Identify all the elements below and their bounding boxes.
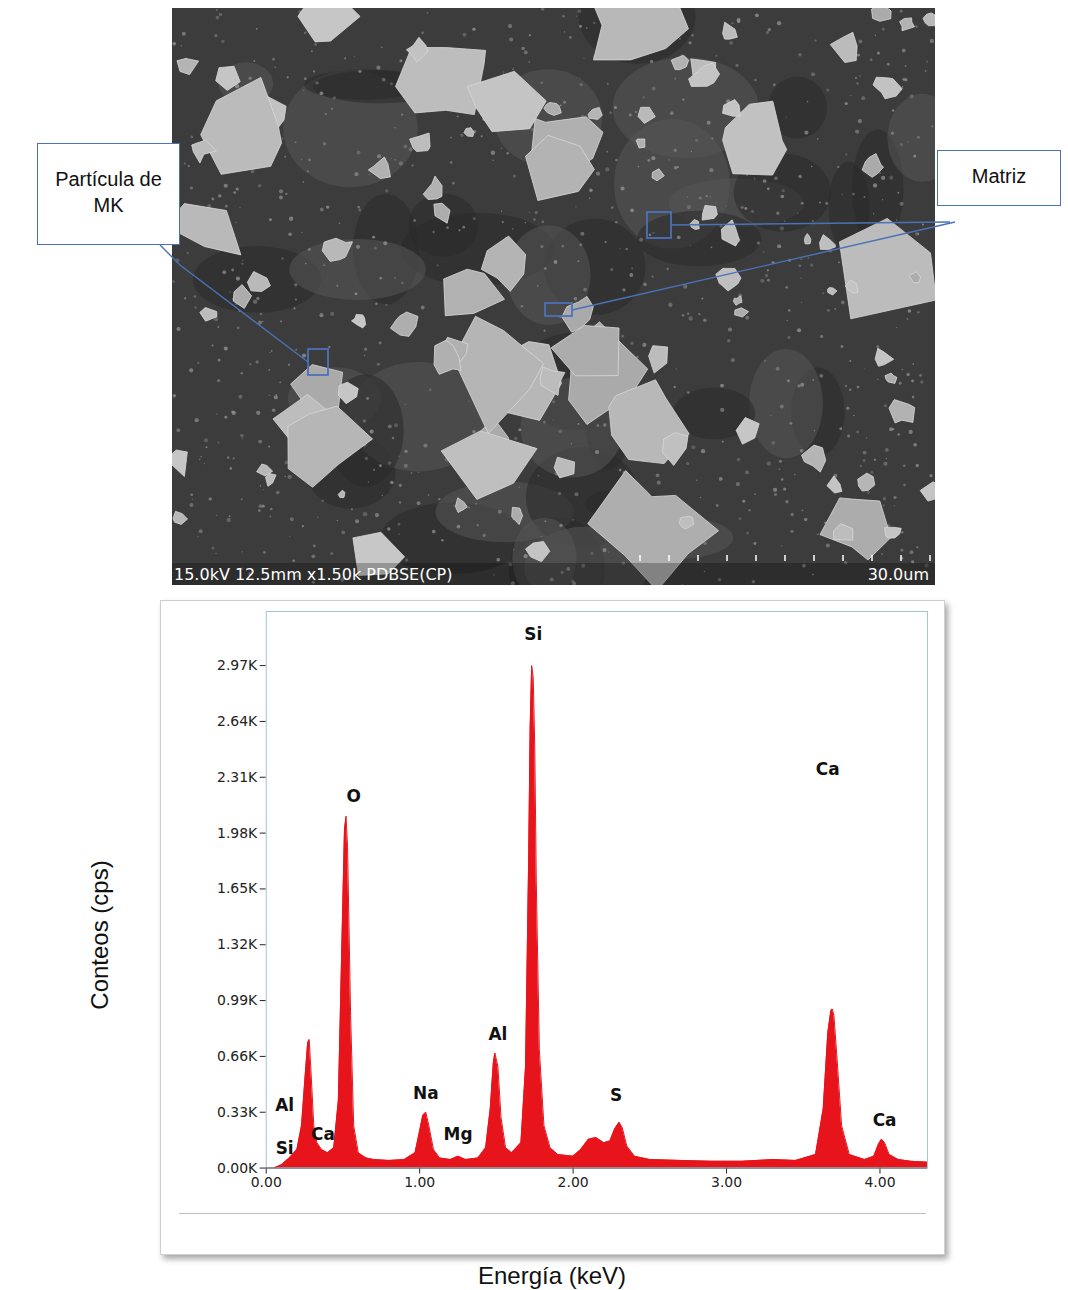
- svg-text:Al: Al: [275, 1095, 294, 1115]
- svg-text:Mg: Mg: [444, 1124, 473, 1144]
- svg-text:1.32K: 1.32K: [217, 936, 258, 952]
- svg-text:Ca: Ca: [311, 1124, 335, 1144]
- svg-text:Si: Si: [276, 1138, 294, 1158]
- svg-text:2.00: 2.00: [558, 1174, 589, 1190]
- svg-text:2.31K: 2.31K: [217, 769, 258, 785]
- html-text:Partícula de MK: Partícula de MK: [55, 168, 162, 216]
- svg-text:Ca: Ca: [873, 1110, 897, 1130]
- svg-text:2.64K: 2.64K: [217, 713, 258, 729]
- svg-text:1.65K: 1.65K: [217, 880, 258, 896]
- svg-text:0.00K: 0.00K: [217, 1159, 258, 1176]
- svg-text:Ca: Ca: [816, 759, 840, 779]
- svg-text:30.0um: 30.0um: [868, 565, 929, 584]
- svg-text:15.0kV 12.5mm x1.50k PDBSE(CP): 15.0kV 12.5mm x1.50k PDBSE(CP): [174, 565, 452, 584]
- svg-text:O: O: [346, 786, 360, 806]
- svg-text:Na: Na: [413, 1083, 439, 1103]
- svg-text:1.00: 1.00: [404, 1174, 435, 1190]
- svg-text:3.00: 3.00: [711, 1174, 742, 1190]
- html-text:Energía (keV): Energía (keV): [478, 1262, 626, 1289]
- svg-text:4.00: 4.00: [864, 1174, 895, 1190]
- svg-text:2.97K: 2.97K: [217, 657, 258, 673]
- svg-text:0.33K: 0.33K: [217, 1104, 258, 1120]
- svg-text:1.98K: 1.98K: [217, 825, 258, 841]
- svg-text:0.99K: 0.99K: [217, 992, 258, 1008]
- svg-text:Si: Si: [524, 624, 542, 644]
- html-text:Matriz: Matriz: [971, 165, 1027, 187]
- svg-text:Al: Al: [488, 1024, 507, 1044]
- html-text:Conteos (cps): Conteos (cps): [86, 860, 113, 1010]
- svg-text:0.00: 0.00: [251, 1174, 282, 1190]
- svg-text:0.66K: 0.66K: [217, 1048, 258, 1064]
- svg-text:S: S: [610, 1085, 622, 1105]
